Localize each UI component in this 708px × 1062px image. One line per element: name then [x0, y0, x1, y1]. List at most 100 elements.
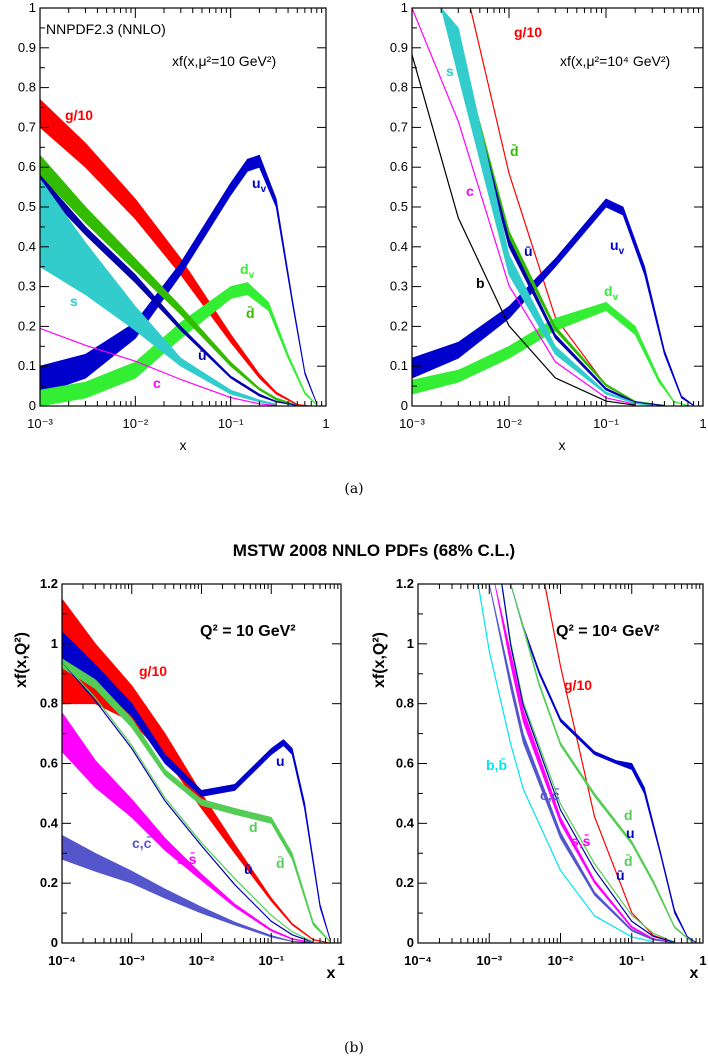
y-tick-label: 1: [401, 0, 408, 15]
y-tick-label: 0.2: [40, 875, 58, 890]
y-tick-label: 0.5: [18, 199, 36, 214]
x-tick-label: 10⁻²: [189, 953, 215, 968]
plot-area: [62, 598, 331, 943]
series-label-d: d̄: [246, 304, 255, 321]
y-tick-label: 0.8: [18, 80, 36, 95]
y-tick-label: 1: [51, 636, 58, 651]
y-tick-label: 1.2: [396, 576, 414, 591]
series-label-b: b: [476, 275, 485, 291]
plot-area: [412, 8, 694, 406]
series-label-u: ū: [244, 861, 253, 877]
x-tick-label: 10⁻²: [123, 416, 149, 431]
y-tick-label: 0.6: [396, 756, 414, 771]
scale-annotation: Q² = 10⁴ GeV²: [556, 623, 660, 640]
y-tick-label: 0: [29, 398, 36, 413]
y-tick-label: 0.4: [390, 239, 408, 254]
series-label-u: ū: [198, 347, 207, 363]
scale-annotation: xf(x,μ²=10⁴ GeV²): [560, 53, 670, 69]
x-tick-label: 1: [322, 416, 329, 431]
y-tick-label: 0.8: [40, 696, 58, 711]
panel-a-right: 0 0.1 0.2 0.3 0.4 0.5 0.6 0.7 0.8 0.9 1 10⁻³ 10⁻² 10⁻…: [390, 0, 707, 453]
series-label-g-10: g/10: [514, 24, 542, 40]
series-label-u: ū: [616, 867, 625, 883]
y-tick-label: 0.1: [390, 358, 408, 373]
y-tick-label: 0.6: [18, 159, 36, 174]
series-label-d: d: [249, 819, 258, 835]
panel-b-right: 00.20.40.60.811.210⁻⁴ 10⁻³ 10⁻² 10⁻¹ 1xxf(x,…: [371, 576, 707, 982]
y-tick-label: 0.7: [18, 119, 36, 134]
y-tick-label: 0.8: [390, 80, 408, 95]
series-label-d: d: [624, 807, 633, 823]
series-label-s-s: s,s̄: [571, 832, 591, 849]
x-axis-label: x: [690, 965, 699, 982]
y-tick-label: 0.2: [18, 318, 36, 333]
series-label-c-c: c,c̄: [540, 786, 560, 803]
x-tick-label: 10⁻³: [399, 416, 425, 431]
x-tick-label: 1: [699, 953, 706, 968]
series-label-g-10: g/10: [564, 677, 592, 693]
x-tick-label: 10⁻¹: [593, 416, 619, 431]
y-tick-label: 1: [407, 636, 414, 651]
x-tick-label: 1: [699, 416, 706, 431]
series-line-b: [412, 54, 636, 406]
x-axis-label: x: [559, 437, 566, 453]
y-tick-label: 0.7: [390, 119, 408, 134]
y-tick-label: 0: [407, 935, 414, 950]
y-tick-label: 0.4: [18, 239, 36, 254]
series-line-d: [501, 584, 675, 943]
x-tick-label: 1: [337, 953, 344, 968]
series-label-g-10: g/10: [65, 107, 93, 123]
y-axis-label: xf(x,Q²): [371, 632, 388, 688]
x-tick-label: 10⁻¹: [619, 953, 645, 968]
x-tick-label: 10⁻²: [496, 416, 522, 431]
series-line-d: [62, 661, 314, 943]
x-axis-label: x: [327, 965, 336, 982]
y-tick-label: 1.2: [40, 576, 58, 591]
figure-b-title: MSTW 2008 NNLO PDFs (68% C.L.): [233, 541, 515, 560]
y-tick-label: 0: [401, 398, 408, 413]
y-tick-label: 0.6: [390, 159, 408, 174]
y-axis-label: xf(x,Q²): [13, 632, 30, 688]
series-label-c-c: c,c̄: [132, 834, 152, 851]
panel-a-left: 0 0.1 0.2 0.3 0.4 0.5 0.6 0.7 0.8 0.9 1 10⁻³ 10⁻² 10⁻…: [18, 0, 330, 453]
x-tick-label: 10⁻¹: [218, 416, 244, 431]
y-tick-label: 0.9: [390, 40, 408, 55]
series-label-d_v: dv: [604, 283, 619, 303]
series-label-s: s: [446, 63, 454, 79]
series-line-u: [62, 661, 314, 943]
series-label-s-s: s,s̄: [177, 850, 197, 867]
series-label-b-b: b,b̄: [486, 756, 507, 773]
series-label-u: u: [626, 825, 635, 841]
y-tick-label: 0.8: [396, 696, 414, 711]
chart-title: NNPDF2.3 (NNLO): [46, 21, 166, 37]
plot-area: [40, 98, 318, 406]
series-label-s: s: [70, 293, 78, 309]
series-label-d: d̄: [624, 852, 633, 869]
series-line-b-b: [477, 584, 654, 943]
y-tick-label: 1: [29, 0, 36, 15]
y-tick-label: 0.5: [390, 199, 408, 214]
panel-b-left: 00.20.40.60.811.210⁻⁴ 10⁻³ 10⁻² 10⁻¹ 1xxf(x,…: [13, 576, 345, 982]
x-tick-label: 10⁻¹: [258, 953, 284, 968]
x-axis-label: x: [180, 437, 187, 453]
y-tick-label: 0.4: [40, 815, 59, 830]
x-tick-label: 10⁻⁴: [404, 953, 432, 968]
series-label-u: ū: [524, 243, 533, 259]
y-tick-label: 0.3: [18, 279, 36, 294]
series-label-d_v: dv: [240, 261, 255, 281]
y-tick-label: 0.2: [396, 875, 414, 890]
series-line-g-10: [544, 584, 675, 943]
series-label-d: d̄: [276, 854, 285, 871]
series-label-u: u: [276, 753, 285, 769]
y-tick-label: 0.9: [18, 40, 36, 55]
series-label-u_v: uv: [252, 175, 267, 195]
x-tick-label: 10⁻³: [476, 953, 502, 968]
x-tick-label: 10⁻³: [27, 416, 53, 431]
x-tick-label: 10⁻⁴: [48, 953, 76, 968]
series-label-g-10: g/10: [139, 663, 167, 679]
y-tick-label: 0: [51, 935, 58, 950]
y-tick-label: 0.2: [390, 318, 408, 333]
series-line-u: [501, 584, 675, 943]
caption-a: (a): [344, 481, 363, 497]
x-tick-label: 10⁻³: [119, 953, 145, 968]
